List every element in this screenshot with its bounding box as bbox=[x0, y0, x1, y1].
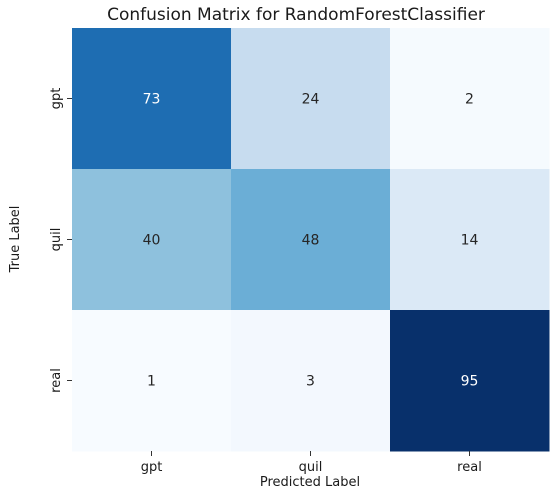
heatmap-cell-real-real bbox=[390, 310, 550, 452]
x-tick-label-quil: quil bbox=[299, 460, 323, 475]
x-tick-label-real: real bbox=[457, 460, 482, 475]
heatmap-cell-gpt-real bbox=[390, 28, 550, 170]
y-tick-labels: gpt quil real bbox=[49, 88, 72, 393]
heatmap-cell-gpt-quil bbox=[231, 28, 391, 170]
chart-title: Confusion Matrix for RandomForestClassif… bbox=[107, 5, 485, 25]
heatmap-cell-quil-real bbox=[390, 169, 550, 311]
y-tick-label-gpt: gpt bbox=[49, 88, 64, 110]
cell-value-quil-gpt: 40 bbox=[143, 233, 161, 249]
heatmap-cell-gpt-gpt bbox=[72, 28, 232, 170]
y-tick-label-quil: quil bbox=[49, 228, 64, 252]
y-tick-label-real: real bbox=[49, 368, 64, 393]
cell-value-real-quil: 3 bbox=[306, 374, 315, 390]
cell-value-real-gpt: 1 bbox=[147, 374, 156, 390]
cell-value-gpt-gpt: 73 bbox=[143, 92, 161, 108]
heatmap-cell-quil-quil bbox=[231, 169, 391, 311]
cell-value-quil-quil: 48 bbox=[302, 233, 320, 249]
x-tick-labels: gpt quil real bbox=[141, 451, 482, 475]
cell-value-gpt-real: 2 bbox=[465, 92, 474, 108]
cell-value-real-real: 95 bbox=[461, 374, 479, 390]
x-axis-label: Predicted Label bbox=[260, 475, 360, 490]
heatmap-cell-labels: 73 24 2 40 48 14 1 3 95 bbox=[143, 92, 479, 390]
y-axis-label: True Label bbox=[8, 206, 23, 274]
cell-value-quil-real: 14 bbox=[461, 233, 479, 249]
heatmap-cell-quil-gpt bbox=[72, 169, 232, 311]
cell-value-gpt-quil: 24 bbox=[302, 92, 320, 108]
heatmap-cell-real-gpt bbox=[72, 310, 232, 452]
heatmap-cell-real-quil bbox=[231, 310, 391, 452]
x-tick-label-gpt: gpt bbox=[141, 460, 163, 475]
heatmap-cells bbox=[72, 28, 550, 452]
